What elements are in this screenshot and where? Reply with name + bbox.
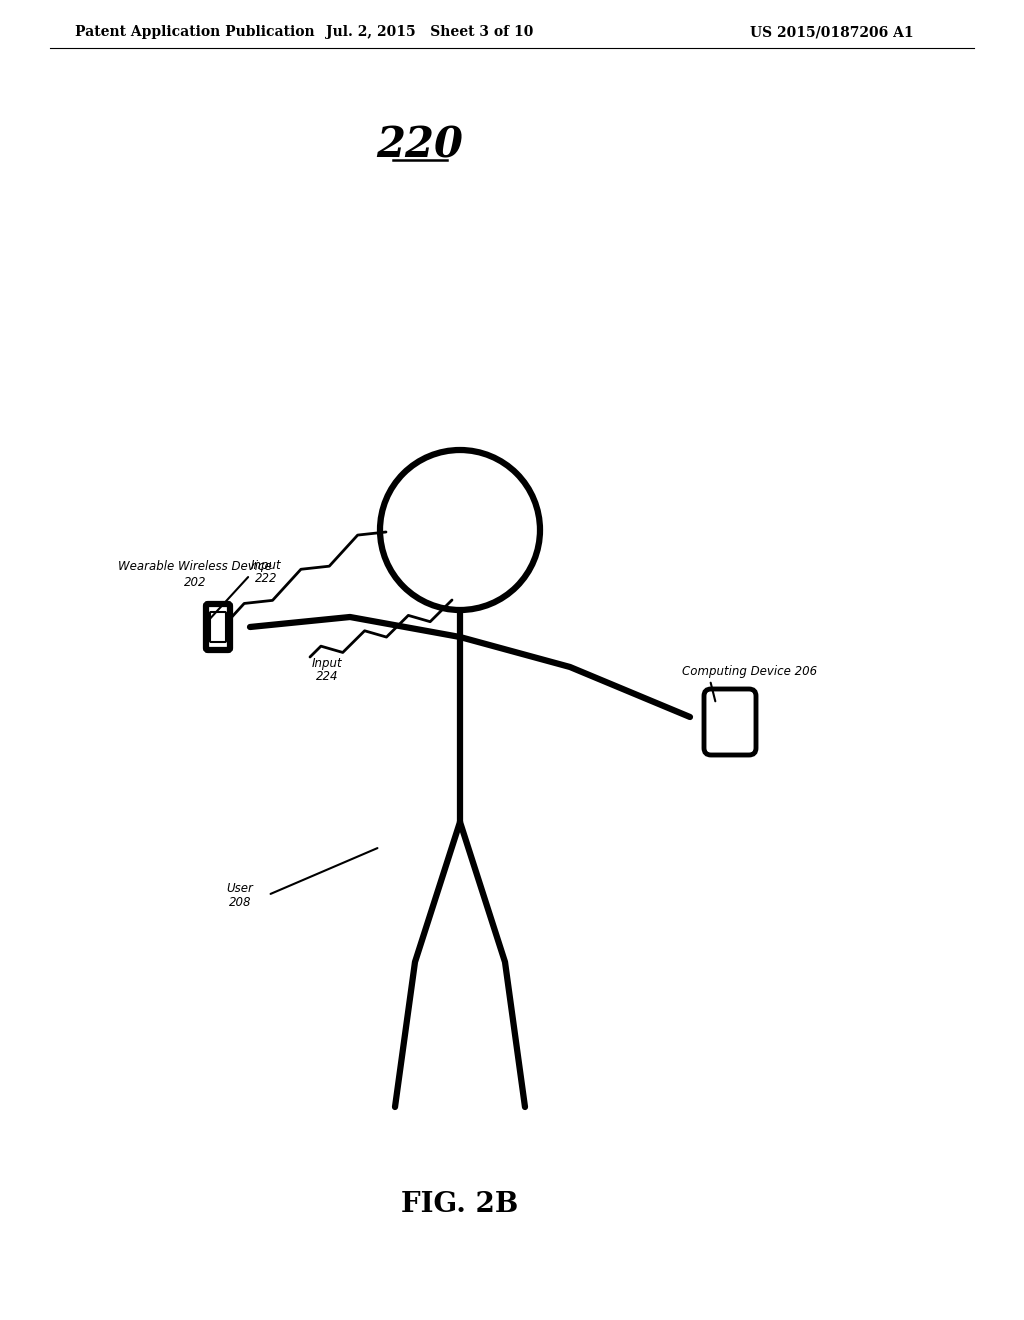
Text: Input: Input [311, 657, 342, 669]
Text: 220: 220 [377, 124, 464, 166]
FancyBboxPatch shape [705, 689, 756, 755]
Text: FIG. 2B: FIG. 2B [401, 1192, 518, 1218]
FancyBboxPatch shape [210, 612, 226, 642]
Text: User: User [226, 883, 253, 895]
Text: 224: 224 [315, 669, 338, 682]
Text: 208: 208 [228, 895, 251, 908]
Text: Input: Input [251, 560, 282, 573]
FancyBboxPatch shape [206, 605, 230, 649]
Text: Jul. 2, 2015   Sheet 3 of 10: Jul. 2, 2015 Sheet 3 of 10 [327, 25, 534, 40]
Text: Wearable Wireless Device: Wearable Wireless Device [118, 561, 272, 573]
Text: Patent Application Publication: Patent Application Publication [75, 25, 314, 40]
Text: 202: 202 [183, 577, 206, 590]
Text: US 2015/0187206 A1: US 2015/0187206 A1 [750, 25, 913, 40]
Text: 222: 222 [255, 573, 278, 585]
Text: Computing Device 206: Computing Device 206 [682, 665, 817, 678]
